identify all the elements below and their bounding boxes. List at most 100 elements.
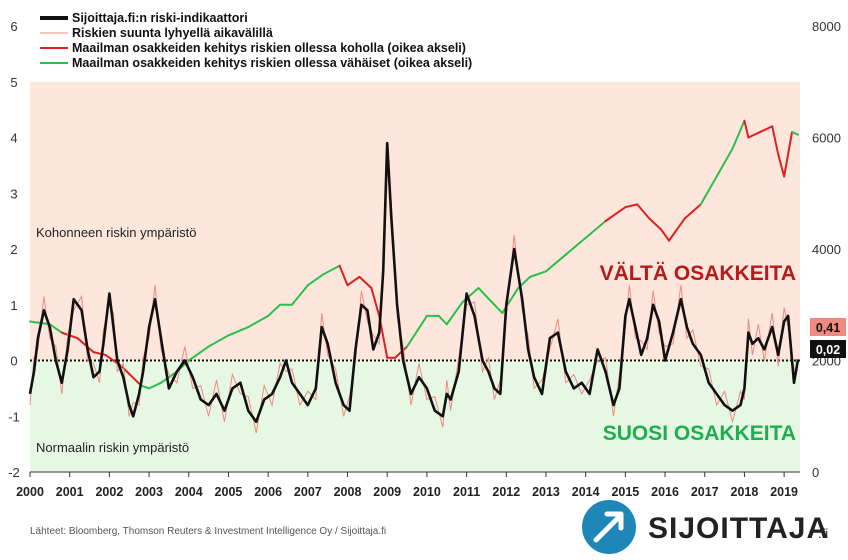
- left-tick-label: 1: [10, 298, 17, 313]
- x-tick-label: 2004: [175, 485, 203, 499]
- x-tick-label: 2015: [611, 485, 639, 499]
- x-tick-label: 2011: [453, 485, 480, 499]
- logo-name: SIJOITTAJA: [648, 512, 829, 545]
- stock-line-segment: [493, 303, 504, 315]
- stock-line-segment: [207, 334, 230, 348]
- stock-line-segment: [584, 220, 607, 239]
- high-risk-zone-label: Kohonneen riskin ympäristö: [36, 225, 196, 240]
- indicator-value: 0,02: [816, 343, 840, 357]
- normal-risk-zone: [30, 360, 800, 472]
- x-tick-label: 2003: [135, 485, 163, 499]
- stock-line-segment: [564, 236, 587, 256]
- x-tick-label: 2009: [373, 485, 401, 499]
- short-term-value: 0,41: [816, 321, 840, 335]
- stock-line-segment: [290, 284, 309, 306]
- x-tick-label: 2007: [294, 485, 322, 499]
- x-tick-label: 2005: [215, 485, 243, 499]
- stock-line-segment: [306, 273, 325, 287]
- x-tick-label: 2002: [95, 485, 123, 499]
- right-tick-label: 8000: [812, 19, 841, 34]
- stock-line-segment: [771, 125, 780, 156]
- stock-line-segment: [322, 264, 341, 276]
- avoid-stocks-label: VÄLTÄ OSAKKEITA: [600, 262, 796, 285]
- stock-line-segment: [777, 153, 786, 178]
- legend-label: Maailman osakkeiden kehitys riskien olle…: [72, 41, 466, 55]
- stock-line-segment: [338, 264, 349, 287]
- short-term-value-bg: [810, 318, 846, 336]
- sijoittaja-logo: SIJOITTAJA .fi: [582, 500, 829, 554]
- normal-risk-zone-label: Normaalin riskin ympäristö: [36, 440, 189, 455]
- x-tick-label: 2000: [16, 485, 44, 499]
- stock-line-segment: [437, 314, 448, 326]
- legend-label: Sijoittaja.fi:n riski-indikaattori: [72, 11, 248, 25]
- stock-line-segment: [159, 370, 178, 384]
- stock-line-segment: [624, 203, 639, 209]
- risk-indicator-line: [28, 141, 800, 424]
- right-tick-label: 0: [812, 465, 819, 480]
- stock-line-segment: [76, 337, 95, 354]
- arrow-icon: [593, 511, 624, 543]
- x-tick-label: 2010: [413, 485, 441, 499]
- indicator-value-bg: [810, 340, 846, 358]
- stock-line-segment: [747, 130, 762, 139]
- left-tick-label: 0: [10, 354, 17, 369]
- stock-line-segment: [783, 130, 794, 178]
- legend-label: Riskien suunta lyhyellä aikavälillä: [72, 26, 273, 40]
- stock-line-segment: [699, 175, 718, 206]
- stock-line-segment: [92, 351, 107, 356]
- stock-line-segment: [648, 217, 663, 231]
- x-tick-label: 2018: [731, 485, 759, 499]
- x-tick-label: 2008: [334, 485, 362, 499]
- indicator-value-badge: 0,02: [810, 340, 846, 358]
- stock-line-segment: [227, 326, 250, 337]
- stock-line-segment: [358, 275, 373, 290]
- x-tick-label: 2016: [651, 485, 679, 499]
- stock-line-segment: [604, 206, 627, 223]
- left-tick-label: -2: [8, 465, 20, 480]
- stock-line-segment: [668, 217, 686, 242]
- stock-line-segment: [715, 147, 734, 178]
- logo-suffix: .fi: [818, 526, 828, 541]
- stock-line-segment: [477, 287, 496, 306]
- legend: Sijoittaja.fi:n riski-indikaattoriRiskie…: [40, 11, 472, 70]
- stock-line-segment: [140, 384, 151, 390]
- left-tick-label: 5: [10, 75, 17, 90]
- x-tick-label: 2017: [691, 485, 719, 499]
- stock-line-segment: [791, 130, 800, 136]
- stock-line-segment: [743, 119, 750, 139]
- x-tick-label: 2013: [532, 485, 560, 499]
- stock-line-segment: [636, 203, 651, 220]
- favor-stocks-label: SUOSI OSAKKEITA: [603, 422, 796, 445]
- stock-line-segment: [660, 228, 671, 242]
- stock-line-segment: [759, 125, 774, 133]
- left-tick-label: 4: [10, 131, 17, 146]
- stock-line-segment: [529, 270, 547, 278]
- x-tick-label: 2012: [492, 485, 520, 499]
- stock-line-segment: [187, 345, 210, 362]
- x-tick-label: 2001: [56, 485, 84, 499]
- stock-line-segment: [267, 303, 282, 317]
- short-term-value-badge: 0,41: [810, 318, 846, 336]
- left-tick-label: -1: [8, 409, 20, 424]
- right-tick-label: 6000: [812, 131, 841, 146]
- x-axis: 2000 2001 2002 2003 2004 2005 2006 2007 2008 2009…: [16, 471, 800, 499]
- stock-line-segment: [544, 253, 567, 273]
- right-tick-label: 4000: [812, 242, 841, 257]
- legend-label: Maailman osakkeiden kehitys riskien olle…: [72, 56, 472, 70]
- source-note: Lähteet: Bloomberg, Thomson Reuters & In…: [30, 526, 386, 537]
- stock-line-segment: [683, 203, 702, 220]
- left-y-axis: 6 5 4 3 2 1 0 -1 -2: [8, 19, 20, 480]
- series-layer: [28, 119, 800, 434]
- left-tick-label: 6: [10, 19, 17, 34]
- stock-line-segment: [445, 300, 464, 326]
- stock-line-segment: [346, 275, 361, 287]
- stock-line-segment: [247, 314, 270, 329]
- stock-line-segment: [120, 365, 143, 387]
- x-tick-label: 2006: [254, 485, 282, 499]
- stock-line-segment: [48, 323, 63, 334]
- stock-line-segment: [731, 119, 746, 150]
- stock-line-segment: [370, 287, 381, 317]
- x-tick-label: 2019: [770, 485, 798, 499]
